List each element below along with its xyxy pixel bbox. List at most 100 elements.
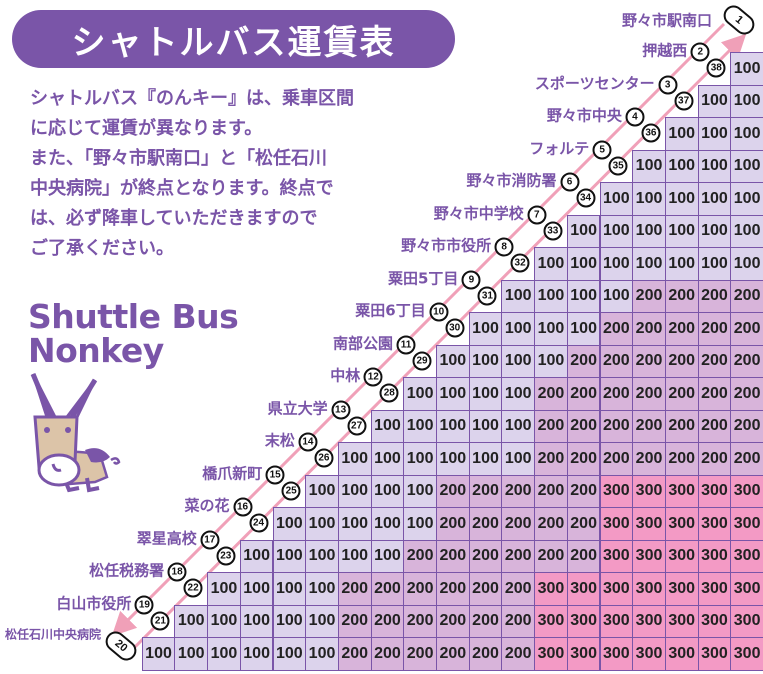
- fare-cell: 300: [632, 507, 666, 541]
- fare-cell: 100: [501, 279, 536, 313]
- inbound-stop-number: 37: [674, 91, 694, 110]
- fare-cell: 300: [566, 572, 601, 606]
- fare-cell: 100: [697, 214, 732, 248]
- fare-cell: 300: [632, 474, 666, 508]
- fare-cell: 200: [599, 312, 634, 346]
- fare-cell: 300: [664, 637, 699, 671]
- outbound-stop-number: 3: [658, 75, 678, 94]
- fare-cell: 300: [599, 637, 634, 671]
- outbound-stop-number: 6: [560, 172, 579, 192]
- fare-cell: 100: [337, 442, 372, 476]
- stop-name: 南部公園: [332, 334, 393, 352]
- stop-name: 橋爪新町: [202, 464, 263, 482]
- fare-cell: 100: [664, 149, 699, 183]
- fare-cell: 200: [436, 572, 470, 606]
- fare-cell: 100: [239, 572, 274, 606]
- outbound-stop-number: 16: [233, 497, 252, 517]
- intro-line: シャトルバス『のんキー』は、乗車区間: [30, 88, 354, 109]
- fare-cell: 100: [534, 312, 568, 346]
- fare-cell: 200: [697, 279, 732, 313]
- fare-cell: 200: [697, 312, 732, 346]
- stop-name: スポーツセンター: [534, 74, 655, 92]
- fare-cell: 200: [501, 539, 536, 573]
- fare-cell: 200: [566, 474, 601, 508]
- fare-cell: 100: [370, 474, 405, 508]
- fare-cell: 300: [566, 604, 601, 638]
- fare-cell: 200: [599, 442, 634, 476]
- fare-cell: 200: [730, 409, 763, 443]
- intro-line: また、「野々市駅南口」と「松任石川: [30, 148, 327, 169]
- fare-cell: 300: [632, 572, 666, 606]
- fare-cell: 200: [730, 442, 763, 476]
- fare-cell: 200: [632, 377, 666, 411]
- terminal-end-name: 松任石川中央病院: [5, 627, 102, 642]
- fare-cell: 100: [697, 247, 732, 281]
- fare-cell: 100: [730, 214, 763, 248]
- fare-cell: 200: [730, 279, 763, 313]
- stop-name: 中林: [330, 366, 361, 385]
- fare-cell: 100: [337, 474, 372, 508]
- fare-cell: 100: [403, 409, 437, 443]
- inbound-stop-number: 30: [445, 318, 465, 338]
- fare-cell: 200: [468, 604, 503, 638]
- fare-cell: 300: [664, 474, 699, 508]
- fare-cell: 100: [207, 572, 241, 606]
- fare-cell: 200: [534, 442, 568, 476]
- fare-cell: 100: [370, 409, 405, 443]
- fare-cell: 200: [632, 312, 666, 346]
- intro-line: は、必ず降車していただきますので: [30, 208, 318, 229]
- fare-cell: 100: [664, 214, 699, 248]
- intro-line: ご了承ください。: [30, 238, 174, 259]
- fare-cell: 300: [599, 604, 634, 638]
- fare-cell: 200: [566, 507, 601, 541]
- inbound-stop-number: 31: [477, 286, 497, 305]
- fare-cell: 100: [534, 344, 568, 378]
- outbound-stop-number: 9: [461, 270, 481, 289]
- fare-cell: 300: [697, 572, 732, 606]
- shuttle-bus-logo: Shuttle Bus Nonkey: [28, 297, 239, 370]
- outbound-stop-number: 11: [396, 335, 416, 354]
- fare-cell: 100: [436, 377, 470, 411]
- fare-cell: 200: [370, 572, 405, 606]
- stop-name: 末松: [264, 431, 295, 450]
- fare-cell: 300: [534, 604, 568, 638]
- stop-name: 野々市市役所: [401, 236, 492, 255]
- fare-cell: 100: [730, 182, 763, 216]
- fare-cell: 100: [566, 312, 601, 346]
- fare-cell: 200: [566, 409, 601, 443]
- inbound-stop-number: 32: [510, 253, 530, 273]
- fare-cell: 200: [534, 507, 568, 541]
- fare-cell: 200: [403, 637, 437, 671]
- fare-cell: 300: [664, 539, 699, 573]
- outbound-stop-number: 15: [265, 465, 285, 484]
- outbound-stop-number: 8: [494, 237, 514, 257]
- fare-cell: 100: [730, 117, 763, 151]
- fare-cell: 200: [337, 604, 372, 638]
- stop-name: 野々市中学校: [433, 204, 524, 222]
- fare-cell: 100: [468, 312, 503, 346]
- inbound-stop-number: 36: [641, 123, 661, 143]
- fare-cell: 200: [501, 637, 536, 671]
- stop-name: 粟田6丁目: [355, 301, 426, 320]
- fare-cell: 300: [632, 637, 666, 671]
- fare-cell: 100: [305, 507, 339, 541]
- logo-line-1: Shuttle Bus: [28, 297, 239, 336]
- fare-cell: 100: [730, 247, 763, 281]
- stop-name: 白山市役所: [56, 594, 132, 612]
- fare-cell: 100: [697, 149, 732, 183]
- fare-cell: 200: [566, 442, 601, 476]
- fare-cell: 100: [566, 247, 601, 281]
- fare-cell: 100: [632, 149, 666, 183]
- logo-line-2: Nonkey: [28, 331, 164, 370]
- fare-cell: 300: [730, 637, 763, 671]
- fare-cell: 200: [632, 279, 666, 313]
- fare-cell: 200: [664, 279, 699, 313]
- fare-cell: 100: [436, 344, 470, 378]
- outbound-stop-number: 7: [527, 205, 547, 224]
- inbound-stop-number: 28: [379, 383, 399, 403]
- fare-cell: 100: [632, 214, 666, 248]
- fare-cell: 200: [599, 409, 634, 443]
- stop-name: フォルテ: [529, 139, 590, 157]
- fare-cell: 300: [730, 507, 763, 541]
- fare-cell: 100: [337, 507, 372, 541]
